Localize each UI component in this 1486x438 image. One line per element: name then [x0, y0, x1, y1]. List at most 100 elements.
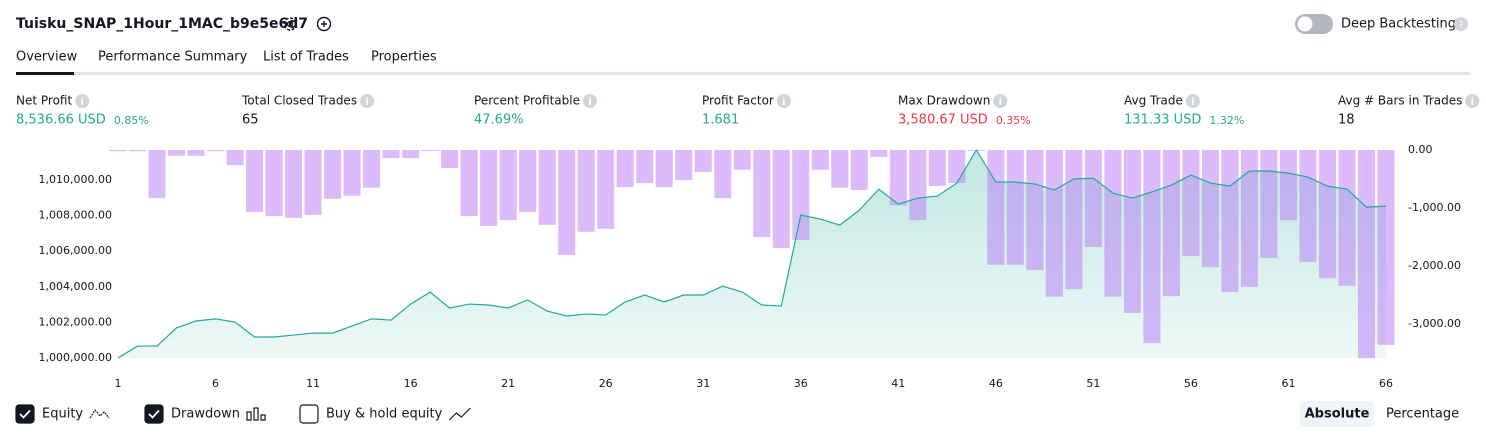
- info-icon[interactable]: [582, 94, 597, 108]
- mode-button[interactable]: Absolute: [1305, 407, 1370, 422]
- metric-label: Total Closed Trades: [241, 94, 357, 108]
- x-tick-label: 61: [1281, 377, 1295, 390]
- y-tick-label: 1,006,000.00: [39, 244, 112, 257]
- legend-icon: [246, 407, 266, 421]
- drawdown-bar: [1357, 150, 1375, 359]
- drawdown-bar: [109, 150, 127, 152]
- drawdown-bar: [363, 150, 381, 188]
- drawdown-bar: [811, 150, 829, 170]
- drawdown-bar: [831, 150, 849, 188]
- checkmark: [148, 409, 160, 419]
- metric-value: 1.681: [702, 113, 739, 128]
- info-icon[interactable]: [1465, 94, 1480, 108]
- drawdown-bar: [870, 150, 888, 157]
- drawdown-bar: [714, 150, 732, 199]
- drawdown-bar: [1260, 150, 1278, 258]
- settings-icon[interactable]: [283, 17, 297, 31]
- drawdown-bar: [285, 150, 303, 218]
- drawdown-bar: [1221, 150, 1239, 293]
- drawdown-bar: [616, 150, 634, 188]
- drawdown-bar: [675, 150, 693, 181]
- metric-percent: 1.32%: [1209, 114, 1244, 127]
- drawdown-bar: [889, 150, 907, 206]
- toggle-label: Deep Backtesting: [1341, 17, 1456, 32]
- tab[interactable]: Properties: [371, 50, 437, 65]
- x-tick-label: 51: [1086, 377, 1100, 390]
- info-glyph: i: [80, 97, 83, 108]
- drawdown-bar: [421, 150, 439, 151]
- drawdown-bar: [246, 150, 264, 213]
- mode-button[interactable]: Percentage: [1386, 407, 1459, 422]
- checkmark: [19, 409, 31, 419]
- drawdown-bar: [324, 150, 342, 199]
- checkbox[interactable]: [299, 404, 319, 424]
- drawdown-bar: [480, 150, 498, 226]
- drawdown-bar: [441, 150, 459, 168]
- drawdown-bar: [538, 150, 556, 225]
- metric-value: 8,536.66 USD: [16, 113, 106, 128]
- info-icon[interactable]: [993, 94, 1008, 108]
- drawdown-bar: [343, 150, 361, 196]
- x-tick-label: 21: [501, 377, 515, 390]
- drawdown-bar: [226, 150, 244, 166]
- info-glyph: i: [782, 97, 785, 108]
- x-tick-label: 16: [404, 377, 418, 390]
- checkbox[interactable]: [144, 404, 164, 424]
- y2-tick-label: -3,000.00: [1408, 317, 1461, 330]
- metric-label: Profit Factor: [702, 94, 774, 108]
- y2-tick-label: -2,000.00: [1408, 259, 1461, 272]
- info-icon[interactable]: [360, 94, 375, 108]
- metric-label: Avg # Bars in Trades: [1338, 94, 1462, 108]
- drawdown-bar: [577, 150, 595, 232]
- active-tab-indicator: [16, 72, 74, 75]
- tab[interactable]: List of Trades: [263, 50, 349, 65]
- x-tick-label: 56: [1184, 377, 1198, 390]
- tab[interactable]: Performance Summary: [98, 50, 248, 65]
- drawdown-bar: [987, 150, 1005, 265]
- add-alert-icon[interactable]: [316, 16, 332, 32]
- drawdown-bar: [733, 150, 751, 170]
- drawdown-bar: [1006, 150, 1024, 265]
- drawdown-bar: [304, 150, 322, 215]
- x-tick-label: 31: [696, 377, 710, 390]
- y-tick-label: 1,008,000.00: [39, 209, 112, 222]
- tab[interactable]: Overview: [16, 50, 78, 65]
- metric-value: 3,580.67 USD: [898, 113, 988, 128]
- y-tick-label: 1,000,000.00: [39, 351, 112, 364]
- drawdown-bar: [1377, 150, 1395, 345]
- drawdown-bar: [1123, 150, 1141, 313]
- drawdown-bar: [850, 150, 868, 191]
- drawdown-bar: [1162, 150, 1180, 297]
- info-icon[interactable]: [776, 94, 791, 108]
- metric-percent: 0.35%: [996, 114, 1031, 127]
- drawdown-bar: [207, 150, 225, 152]
- help-icon[interactable]: ?: [1454, 17, 1468, 31]
- metric-percent: 0.85%: [114, 114, 149, 127]
- drawdown-bar: [1240, 150, 1258, 287]
- drawdown-bar: [129, 150, 147, 152]
- drawdown-bar: [928, 150, 946, 186]
- legend-label: Buy & hold equity: [326, 407, 443, 422]
- info-icon[interactable]: [1185, 94, 1200, 108]
- svg-text:?: ?: [1458, 20, 1463, 31]
- info-glyph: i: [1191, 97, 1194, 108]
- y-tick-label: 1,002,000.00: [39, 315, 112, 328]
- drawdown-bar: [1182, 150, 1200, 257]
- x-tick-label: 6: [212, 377, 219, 390]
- metric-value: 65: [242, 113, 259, 128]
- checkbox[interactable]: [15, 404, 35, 424]
- drawdown-bar: [460, 150, 478, 217]
- x-tick-label: 46: [989, 377, 1003, 390]
- deep-backtesting-toggle[interactable]: [1295, 14, 1333, 34]
- y2-tick-label: 0.00: [1408, 143, 1433, 156]
- equity-line: [117, 148, 1387, 359]
- drawdown-bar: [1026, 150, 1044, 271]
- metric-value: 47.69%: [474, 113, 524, 128]
- drawdown-bar: [1299, 150, 1317, 262]
- info-icon[interactable]: [75, 94, 90, 108]
- metric-label: Avg Trade: [1124, 94, 1183, 108]
- drawdown-bar: [1143, 150, 1161, 344]
- info-glyph: i: [365, 97, 368, 108]
- drawdown-bar: [1065, 150, 1083, 290]
